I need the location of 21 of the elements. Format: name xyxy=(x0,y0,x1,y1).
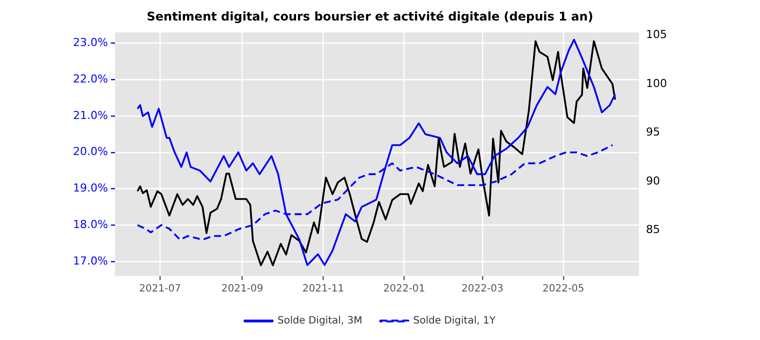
x-tick-label: 2022-01 xyxy=(383,284,426,295)
y-tick-label: 17.0% xyxy=(72,254,108,268)
y2-tick-label: 100 xyxy=(646,76,668,90)
y-tick-label: 22.0% xyxy=(72,72,108,86)
y-tick-label: 20.0% xyxy=(72,145,108,158)
x-tick-label: 2022-05 xyxy=(542,284,584,295)
y-tick-label: 23.0% xyxy=(72,36,108,50)
chart-title: Sentiment digital, cours boursier et activité digitale (depuis 1 an) xyxy=(146,9,594,24)
y-tick-label: 21.0% xyxy=(72,108,108,122)
y-tick-label: 19.0% xyxy=(72,182,108,195)
x-tick-label: 2021-07 xyxy=(139,284,181,295)
y2-tick-label: 95 xyxy=(646,126,660,139)
x-tick-label: 2021-09 xyxy=(221,284,264,295)
legend-label: Solde Digital, 3M xyxy=(278,316,362,327)
y-tick-label: 18.0% xyxy=(72,218,108,231)
y2-tick-label: 85 xyxy=(646,223,660,236)
x-tick-label: 2022-03 xyxy=(462,284,504,295)
x-tick-label: 2021-11 xyxy=(302,284,344,295)
y2-tick-label: 90 xyxy=(646,174,660,188)
legend-label: Solde Digital, 1Y xyxy=(413,316,496,327)
y2-tick-label: 105 xyxy=(646,28,668,42)
